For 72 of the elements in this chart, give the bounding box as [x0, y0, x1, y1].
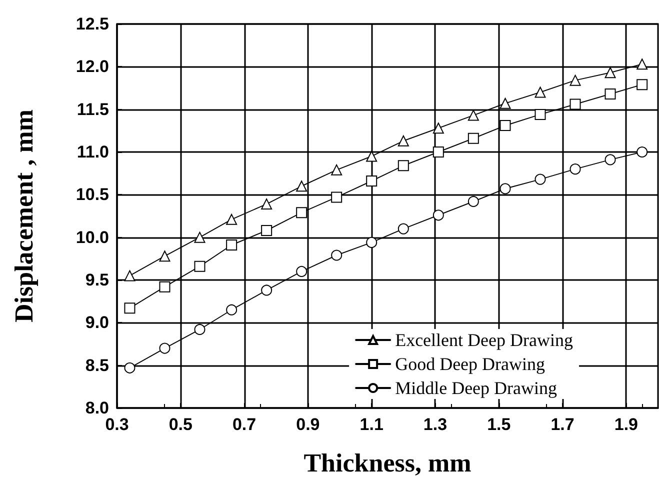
point: [636, 58, 648, 70]
point: [432, 146, 444, 158]
point: [226, 214, 238, 225]
point: [500, 98, 511, 109]
point: [366, 150, 378, 162]
point: [604, 154, 616, 166]
point: [636, 146, 648, 158]
x-tick-label: 0.9: [296, 415, 320, 434]
legend-label: Middle Deep Drawing: [395, 378, 558, 398]
point: [570, 164, 581, 175]
point: [636, 79, 648, 90]
point: [534, 174, 546, 185]
point: [194, 232, 206, 243]
point: [432, 122, 444, 134]
y-tick-label: 10.0: [76, 228, 109, 247]
point: [159, 250, 170, 262]
y-tick-label: 8.5: [85, 356, 109, 375]
x-tick-label: 0.7: [232, 415, 256, 434]
point: [398, 160, 409, 172]
x-axis-title: Thickness, mm: [304, 448, 472, 478]
point: [534, 86, 546, 98]
point: [261, 284, 272, 296]
point: [331, 250, 342, 261]
x-tick-label: 1.7: [550, 415, 574, 434]
point: [124, 362, 136, 374]
point: [194, 260, 206, 272]
y-tick-label: 9.5: [85, 270, 109, 290]
x-tick-label: 1.1: [360, 415, 384, 434]
point: [468, 110, 479, 121]
point: [604, 88, 616, 100]
y-tick-label: 12.5: [76, 14, 109, 34]
point: [500, 120, 511, 132]
point: [331, 164, 342, 176]
point: [534, 108, 546, 120]
point: [159, 281, 170, 292]
point: [432, 210, 444, 221]
point: [468, 196, 479, 207]
x-tick-label: 1.3: [423, 415, 448, 434]
y-tick-label: 9.0: [85, 313, 109, 332]
point: [468, 132, 479, 144]
y-axis-title: Displacement , mm: [10, 109, 38, 323]
point: [398, 223, 409, 234]
point: [124, 302, 136, 314]
point: [366, 236, 378, 248]
point: [124, 270, 136, 282]
point: [604, 67, 616, 78]
legend-label: Good Deep Drawing: [395, 354, 546, 374]
point: [331, 192, 342, 203]
x-tick-label: 0.3: [105, 415, 129, 434]
point: [296, 266, 308, 277]
point: [261, 198, 272, 210]
x-tick-label: 1.5: [487, 415, 511, 434]
y-tick-label: 12.0: [76, 57, 109, 76]
point: [159, 342, 170, 354]
y-tick-label: 8.0: [85, 398, 109, 418]
x-tick-label: 1.9: [614, 415, 638, 434]
point: [261, 225, 272, 236]
point: [366, 176, 378, 187]
point: [296, 180, 308, 192]
legend-label: Excellent Deep Drawing: [395, 330, 574, 350]
point: [296, 207, 308, 218]
y-tick-label: 11.0: [76, 142, 109, 162]
point: [500, 183, 511, 194]
point: [226, 240, 238, 251]
point: [570, 98, 581, 110]
y-tick-label: 11.5: [76, 100, 109, 119]
point: [570, 74, 581, 86]
point: [226, 304, 238, 316]
point: [398, 135, 409, 146]
point: [194, 324, 206, 335]
x-tick-label: 0.5: [168, 415, 192, 434]
y-tick-label: 10.5: [76, 185, 109, 204]
